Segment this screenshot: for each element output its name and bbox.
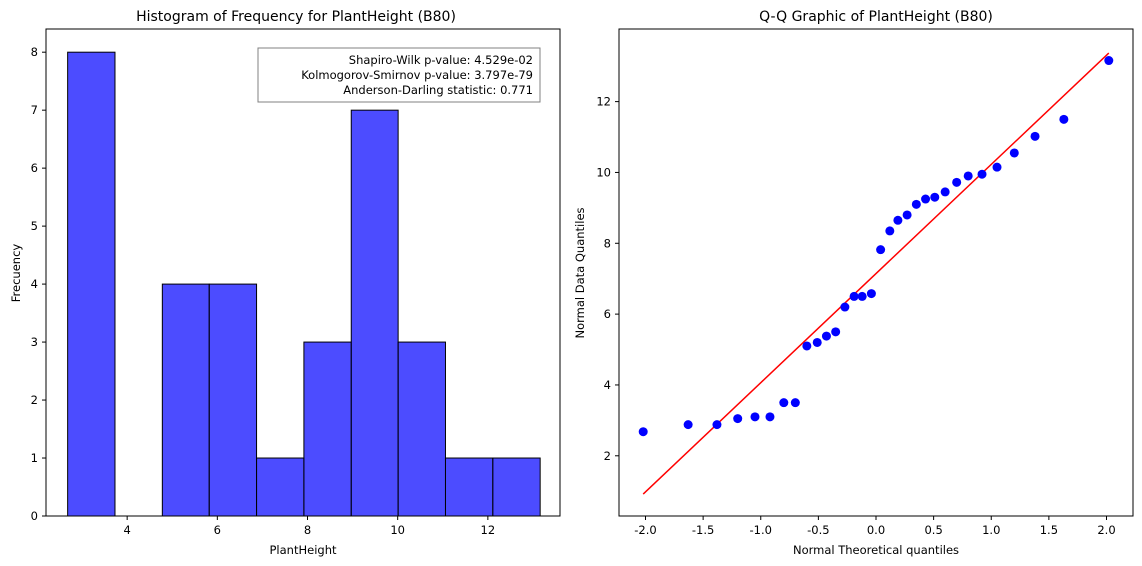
qq-x-tick-label: 1.0 [982, 523, 1000, 537]
qq-x-tick-label: 1.5 [1040, 523, 1058, 537]
histogram-y-tick-label: 0 [31, 509, 38, 523]
qq-point [638, 427, 648, 437]
histogram-x-tick-label: 12 [481, 523, 496, 537]
qq-point [779, 398, 789, 408]
qq-x-label: Normal Theoretical quantiles [793, 543, 959, 557]
histogram-y-tick-label: 6 [31, 161, 38, 175]
qq-x-tick-label: -0.5 [807, 523, 829, 537]
histogram-y-ticks: 0 1 2 3 4 5 6 7 8 [31, 45, 46, 523]
qq-point [802, 341, 812, 351]
qq-y-tick-label: 8 [604, 236, 611, 250]
stats-box: Shapiro-Wilk p-value: 4.529e-02 Kolmogor… [257, 47, 541, 103]
qq-point [733, 414, 743, 424]
histogram-y-tick-label: 4 [31, 277, 38, 291]
qq-title: Q-Q Graphic of PlantHeight (B80) [759, 9, 993, 25]
histogram-y-tick-label: 5 [31, 219, 38, 233]
histogram-x-tick-label: 6 [214, 523, 221, 537]
qq-x-tick-label: -2.0 [634, 523, 656, 537]
stats-box-frame [257, 47, 541, 103]
histogram-bar [208, 283, 258, 517]
qq-y-tick-label: 12 [596, 95, 611, 109]
qq-point [866, 289, 876, 299]
histogram-bar [303, 341, 352, 517]
qq-point [977, 169, 987, 179]
qq-y-ticks: 2 4 6 8 10 12 [596, 95, 619, 463]
qq-x-tick-label: 0.0 [867, 523, 885, 537]
histogram-y-tick-label: 1 [31, 451, 38, 465]
qq-point [911, 199, 921, 209]
histogram-bar [444, 457, 494, 517]
qq-point [683, 420, 693, 430]
histogram-bar [397, 341, 446, 517]
qq-point [831, 327, 841, 337]
qq-x-tick-label: 0.5 [924, 523, 942, 537]
qq-point [876, 245, 886, 255]
qq-point [1104, 56, 1114, 66]
histogram-bar [256, 457, 305, 517]
qq-point [1059, 114, 1069, 124]
qq-y-tick-label: 2 [604, 449, 611, 463]
qq-point [857, 291, 867, 301]
qq-point [821, 331, 831, 341]
anderson-darling-text: Anderson-Darling statistic: 0.771 [343, 83, 533, 97]
histogram-bars [67, 51, 541, 517]
qq-point [921, 194, 931, 204]
histogram-panel: Histogram of Frequency for PlantHeight (… [9, 9, 561, 557]
qq-point [765, 412, 775, 422]
qq-x-ticks: -2.0 -1.5 -1.0 -0.5 0.0 0.5 1.0 1.5 2.0 [634, 516, 1116, 537]
qq-point [750, 412, 760, 422]
histogram-bar [67, 51, 116, 517]
qq-point [1030, 131, 1040, 141]
qq-point [840, 302, 850, 312]
histogram-y-tick-label: 8 [31, 45, 38, 59]
histogram-x-label: PlantHeight [270, 543, 337, 557]
qq-point [885, 226, 895, 236]
histogram-x-tick-label: 10 [390, 523, 405, 537]
histogram-x-tick-label: 4 [123, 523, 130, 537]
qq-point [952, 177, 962, 187]
qq-point [992, 162, 1002, 172]
histogram-frame [45, 28, 561, 517]
histogram-y-tick-label: 3 [31, 335, 38, 349]
histogram-bar [350, 109, 399, 517]
histogram-bar [161, 283, 210, 517]
qq-point [790, 398, 800, 408]
qq-panel: Q-Q Graphic of PlantHeight (B80) -2.0 -1.… [573, 9, 1134, 557]
qq-point [893, 215, 903, 225]
qq-point [812, 337, 822, 347]
shapiro-wilk-text: Shapiro-Wilk p-value: 4.529e-02 [349, 53, 533, 67]
qq-y-tick-label: 6 [604, 307, 611, 321]
histogram-bar [492, 457, 541, 517]
qq-point [1009, 148, 1019, 158]
qq-x-tick-label: 2.0 [1097, 523, 1115, 537]
qq-point [940, 187, 950, 197]
qq-point [712, 420, 722, 430]
qq-y-tick-label: 10 [596, 165, 611, 179]
histogram-title: Histogram of Frequency for PlantHeight (… [136, 9, 456, 25]
qq-point [930, 192, 940, 202]
kolmogorov-smirnov-text: Kolmogorov-Smirnov p-value: 3.797e-79 [301, 68, 533, 82]
histogram-y-tick-label: 7 [31, 103, 38, 117]
qq-reference-line [642, 52, 1110, 495]
qq-x-tick-label: -1.5 [692, 523, 714, 537]
histogram-x-tick-label: 8 [304, 523, 311, 537]
qq-point [849, 291, 859, 301]
histogram-y-tick-label: 2 [31, 393, 38, 407]
qq-point [963, 171, 973, 181]
qq-point [902, 210, 912, 220]
histogram-y-label: Frecuency [9, 244, 23, 303]
qq-points [638, 56, 1114, 437]
qq-y-label: Normal Data Quantiles [573, 207, 587, 338]
qq-x-tick-label: -1.0 [750, 523, 772, 537]
qq-y-tick-label: 4 [604, 378, 611, 392]
histogram-x-ticks: 4 6 8 10 12 [123, 516, 495, 537]
